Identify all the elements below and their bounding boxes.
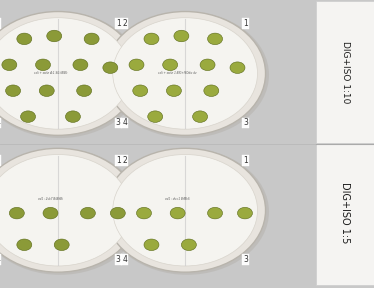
Circle shape <box>21 111 36 122</box>
Text: 1: 1 <box>243 156 248 165</box>
Circle shape <box>80 207 95 219</box>
Circle shape <box>39 85 54 96</box>
Text: DIG+ISO 1:10: DIG+ISO 1:10 <box>340 41 350 103</box>
Circle shape <box>193 111 208 122</box>
Circle shape <box>47 30 62 42</box>
Text: 3: 3 <box>116 255 121 264</box>
Text: 3: 3 <box>116 118 121 128</box>
Circle shape <box>9 207 24 219</box>
Circle shape <box>208 33 223 45</box>
Circle shape <box>181 239 196 251</box>
Circle shape <box>144 33 159 45</box>
Circle shape <box>36 59 50 71</box>
Circle shape <box>174 30 189 42</box>
Circle shape <box>77 85 92 96</box>
Circle shape <box>0 12 138 135</box>
Text: 4: 4 <box>122 255 127 264</box>
Text: od1 : 2vk7 BiIBiIBi: od1 : 2vk7 BiIBiIBi <box>38 197 63 201</box>
Circle shape <box>43 207 58 219</box>
Circle shape <box>0 12 142 138</box>
Circle shape <box>113 154 257 266</box>
Circle shape <box>137 207 151 219</box>
Text: DIG+ISO 1:5: DIG+ISO 1:5 <box>340 182 350 244</box>
Circle shape <box>105 149 269 275</box>
Circle shape <box>2 59 17 71</box>
Circle shape <box>208 207 223 219</box>
Circle shape <box>73 59 88 71</box>
Circle shape <box>65 111 80 122</box>
Circle shape <box>105 12 269 138</box>
Circle shape <box>17 239 32 251</box>
Circle shape <box>0 154 130 266</box>
Bar <box>316 1 374 143</box>
Text: coli + satin A:1 SG:(BIBI:: coli + satin A:1 SG:(BIBI: <box>34 71 67 75</box>
Circle shape <box>237 207 252 219</box>
Circle shape <box>148 111 163 122</box>
Circle shape <box>6 85 21 96</box>
Text: 2: 2 <box>122 156 127 165</box>
Text: 3: 3 <box>243 118 248 128</box>
Circle shape <box>163 59 178 71</box>
Circle shape <box>113 18 257 129</box>
Text: 2: 2 <box>122 19 127 29</box>
Circle shape <box>129 59 144 71</box>
Circle shape <box>200 59 215 71</box>
Circle shape <box>204 85 219 96</box>
Circle shape <box>110 207 125 219</box>
Circle shape <box>103 62 118 73</box>
Circle shape <box>105 12 266 135</box>
Circle shape <box>144 239 159 251</box>
Text: 4: 4 <box>122 118 127 128</box>
Circle shape <box>0 149 142 275</box>
Circle shape <box>54 239 69 251</box>
Circle shape <box>105 148 266 272</box>
Text: 1: 1 <box>116 156 121 165</box>
Text: 3: 3 <box>243 255 248 264</box>
Text: coli + satin 1:BIG+ISOdic dv: coli + satin 1:BIG+ISOdic dv <box>158 71 197 75</box>
Text: 1: 1 <box>116 19 121 29</box>
Circle shape <box>230 62 245 73</box>
Circle shape <box>0 18 130 129</box>
Circle shape <box>84 33 99 45</box>
Circle shape <box>0 148 138 272</box>
Bar <box>316 144 374 285</box>
Text: 1: 1 <box>243 19 248 29</box>
Circle shape <box>133 85 148 96</box>
Circle shape <box>17 33 32 45</box>
Circle shape <box>170 207 185 219</box>
Text: od1 : dv=1 BiIBkS: od1 : dv=1 BiIBkS <box>165 197 190 201</box>
Circle shape <box>166 85 181 96</box>
